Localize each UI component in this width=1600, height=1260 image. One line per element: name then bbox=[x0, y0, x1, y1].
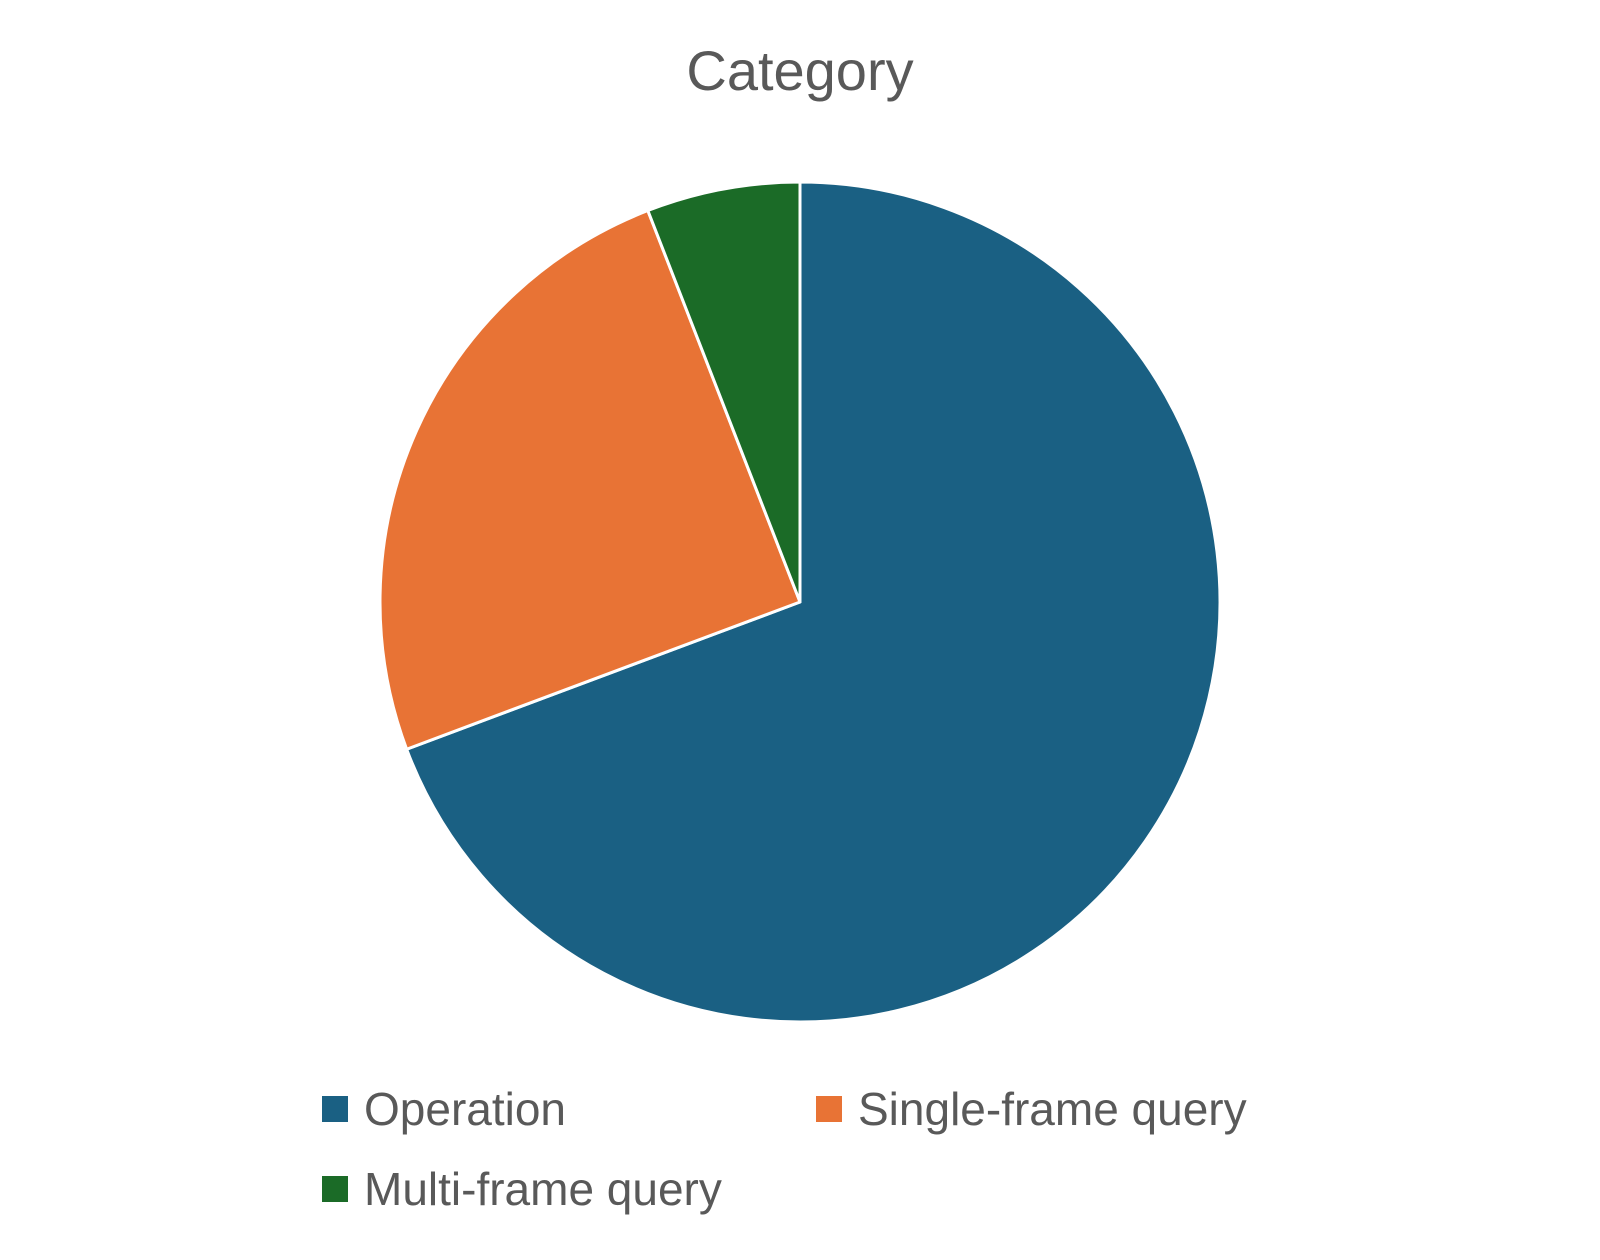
pie-slice-multi-frame-query bbox=[646, 180, 802, 604]
pie-slice-operation bbox=[405, 180, 1222, 1024]
pie-slices bbox=[378, 180, 1222, 1024]
chart-title: Category bbox=[686, 39, 914, 102]
pie-slice-single-frame-query bbox=[378, 209, 802, 751]
